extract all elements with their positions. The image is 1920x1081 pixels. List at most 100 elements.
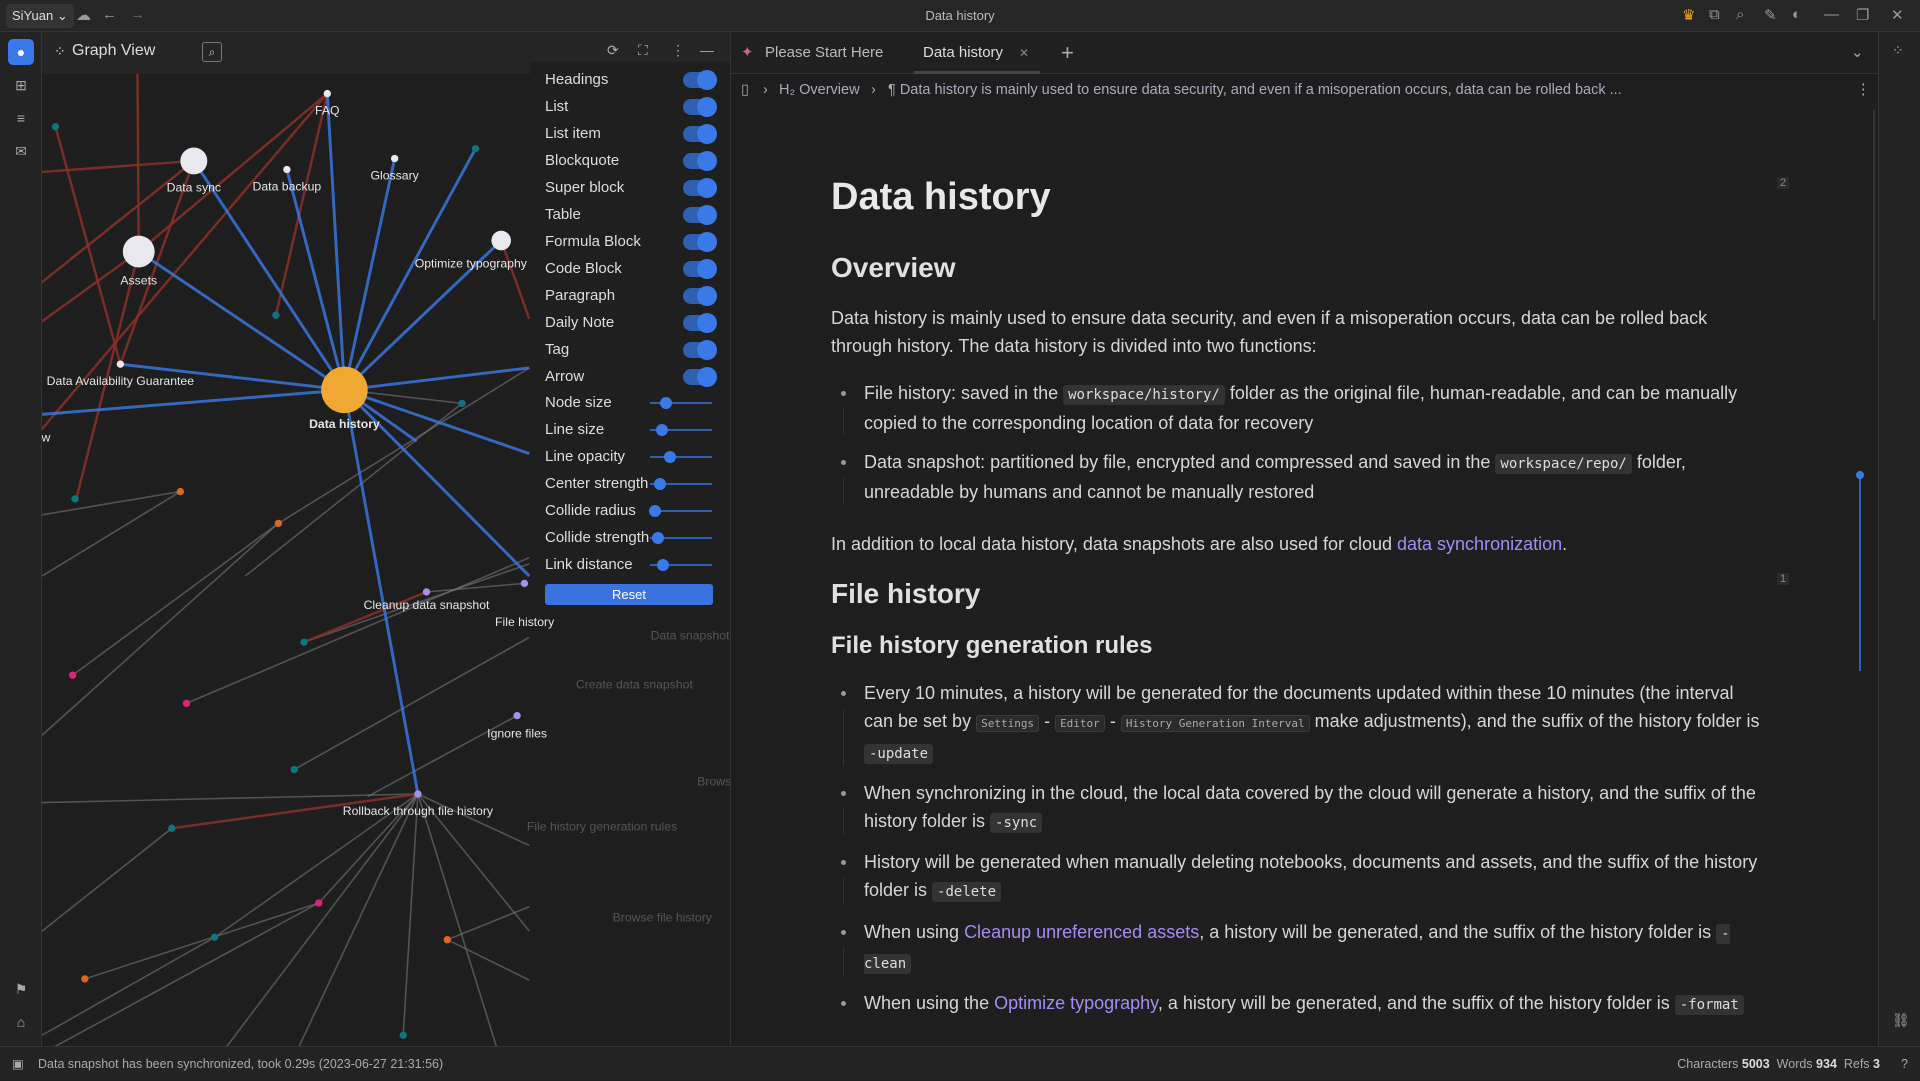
toggle-switch[interactable] xyxy=(683,367,717,387)
list-item[interactable]: Every 10 minutes, a history will be gene… xyxy=(831,679,1766,768)
graph-node-dot[interactable] xyxy=(471,145,480,153)
slider-track[interactable] xyxy=(648,505,712,517)
reset-button[interactable]: Reset xyxy=(545,584,713,605)
graph-node-dot[interactable] xyxy=(176,487,185,496)
minimize-panel-icon[interactable]: — xyxy=(700,42,714,58)
graph-node[interactable] xyxy=(422,588,431,596)
tab-data-history[interactable]: Data history xyxy=(923,44,1004,61)
graph-node[interactable] xyxy=(122,235,155,268)
ref-count-badge[interactable]: 2 xyxy=(1777,177,1790,189)
graph-node[interactable] xyxy=(520,579,529,588)
minimize-icon[interactable]: — xyxy=(1824,6,1839,23)
graph-dock-icon[interactable]: ⁘ xyxy=(1892,42,1904,58)
search-icon[interactable]: ⌕ xyxy=(1736,6,1745,23)
slider-track[interactable] xyxy=(650,532,712,544)
more-icon[interactable]: ⋮ xyxy=(1856,82,1871,98)
crown-icon[interactable]: ♛ xyxy=(1682,7,1696,24)
editor[interactable]: Data history Overview Data history is ma… xyxy=(730,106,1878,1046)
pencil-icon[interactable]: ✎ xyxy=(1764,7,1777,24)
graph-node-dot[interactable] xyxy=(272,311,280,319)
list-item[interactable]: File history: saved in the workspace/his… xyxy=(831,379,1766,437)
graph-node[interactable] xyxy=(323,89,331,98)
back-arrow-icon[interactable]: ← xyxy=(102,6,117,23)
graph-node-dot[interactable] xyxy=(290,765,298,774)
slider-track[interactable] xyxy=(650,451,712,463)
toggle-switch[interactable] xyxy=(683,124,717,144)
link-icon[interactable]: ⛓ xyxy=(1892,1012,1910,1028)
slider-thumb[interactable] xyxy=(653,478,666,490)
new-tab-plus-icon[interactable]: + xyxy=(1061,40,1074,65)
scrollbar[interactable] xyxy=(1873,110,1875,320)
slider-track[interactable] xyxy=(650,478,712,490)
cloud-icon[interactable]: ☁ xyxy=(76,7,91,24)
graph-view-dock-icon[interactable]: ● xyxy=(8,39,34,65)
slider-track[interactable] xyxy=(650,559,712,571)
message-icon[interactable]: ▣ xyxy=(12,1057,24,1071)
heading-overview[interactable]: Overview xyxy=(831,252,956,283)
doc-link[interactable]: data synchronization xyxy=(1397,534,1563,554)
slider-thumb[interactable] xyxy=(663,451,676,463)
slider-track[interactable] xyxy=(650,397,712,409)
tab-please-start-here[interactable]: Please Start Here xyxy=(765,44,884,61)
graph-svg[interactable]: Create data snapshot Browse file history D… xyxy=(42,74,730,1046)
refresh-icon[interactable]: ⟳ xyxy=(607,42,619,58)
list-item[interactable]: History will be generated when manually … xyxy=(831,848,1766,906)
slider-thumb[interactable] xyxy=(652,532,665,544)
graph-node-dot[interactable] xyxy=(315,899,323,907)
inbox-icon[interactable]: ✉ xyxy=(15,143,27,159)
tab-close-icon[interactable]: ✕ xyxy=(1019,46,1030,60)
paragraph[interactable]: Data history is mainly used to ensure da… xyxy=(831,304,1766,360)
graph-node-dot[interactable] xyxy=(458,399,466,408)
theme-icon[interactable]: ◐ xyxy=(1792,6,1802,23)
graph-node-dot[interactable] xyxy=(182,699,191,708)
graph-node-dot[interactable] xyxy=(68,671,77,679)
toggle-switch[interactable] xyxy=(683,70,717,90)
graph-node-dot[interactable] xyxy=(168,824,176,832)
toggle-switch[interactable] xyxy=(683,97,717,117)
heading-file-history[interactable]: File history xyxy=(831,578,981,609)
outline-icon[interactable]: ≡ xyxy=(16,110,26,126)
workspace-menu[interactable]: SiYuan ⌄ xyxy=(6,4,74,28)
doc-link[interactable]: Optimize typography xyxy=(994,993,1158,1013)
graph-node[interactable] xyxy=(321,366,368,414)
toggle-switch[interactable] xyxy=(683,340,717,360)
minimap-position-dot[interactable] xyxy=(1856,471,1864,479)
list-item[interactable]: When using Cleanup unreferenced assets, … xyxy=(831,918,1766,978)
graph-node-dot[interactable] xyxy=(300,638,308,646)
slider-track[interactable] xyxy=(650,424,712,436)
toggle-switch[interactable] xyxy=(683,313,717,333)
graph-node[interactable] xyxy=(390,154,399,163)
more-icon[interactable]: ⋮ xyxy=(671,42,685,58)
toggle-switch[interactable] xyxy=(683,205,717,225)
graph-node-dot[interactable] xyxy=(71,495,79,503)
graph-node-dot[interactable] xyxy=(443,936,451,944)
graph-node-dot[interactable] xyxy=(399,1031,407,1039)
slider-thumb[interactable] xyxy=(659,397,672,409)
outline-tree-icon[interactable]: ⊞ xyxy=(15,77,27,93)
graph-node-dot[interactable] xyxy=(210,933,219,941)
document-title[interactable]: Data history xyxy=(831,176,1051,218)
slider-thumb[interactable] xyxy=(655,424,668,436)
paragraph[interactable]: In addition to local data history, data … xyxy=(831,530,1766,558)
graph-node[interactable] xyxy=(513,711,521,720)
graph-node[interactable] xyxy=(180,147,208,175)
graph-node[interactable] xyxy=(491,230,511,251)
graph-search-button[interactable]: ⌕ xyxy=(202,42,222,62)
slider-thumb[interactable] xyxy=(648,505,661,517)
graph-node-dot[interactable] xyxy=(81,975,89,983)
toggle-switch[interactable] xyxy=(683,178,717,198)
document[interactable]: Data history Overview Data history is ma… xyxy=(831,170,1766,1019)
list-item[interactable]: When using the Optimize typography, a hi… xyxy=(831,989,1766,1019)
tab-list-chevron-icon[interactable]: ⌄ xyxy=(1851,44,1864,61)
list-item[interactable]: Data snapshot: partitioned by file, encr… xyxy=(831,448,1766,506)
breadcrumb-heading[interactable]: H₂ Overview xyxy=(779,74,860,106)
toggle-switch[interactable] xyxy=(683,286,717,306)
list-item[interactable]: When synchronizing in the cloud, the loc… xyxy=(831,779,1766,837)
forward-arrow-icon[interactable]: → xyxy=(130,6,145,23)
doc-link[interactable]: Cleanup unreferenced assets xyxy=(964,922,1200,942)
ref-count-badge[interactable]: 1 xyxy=(1777,573,1790,585)
fullscreen-icon[interactable]: ⛶ xyxy=(638,42,648,58)
tag-icon[interactable]: ⌂ xyxy=(16,1014,26,1030)
graph-node-dot[interactable] xyxy=(51,122,60,131)
graph-node[interactable] xyxy=(283,165,291,174)
